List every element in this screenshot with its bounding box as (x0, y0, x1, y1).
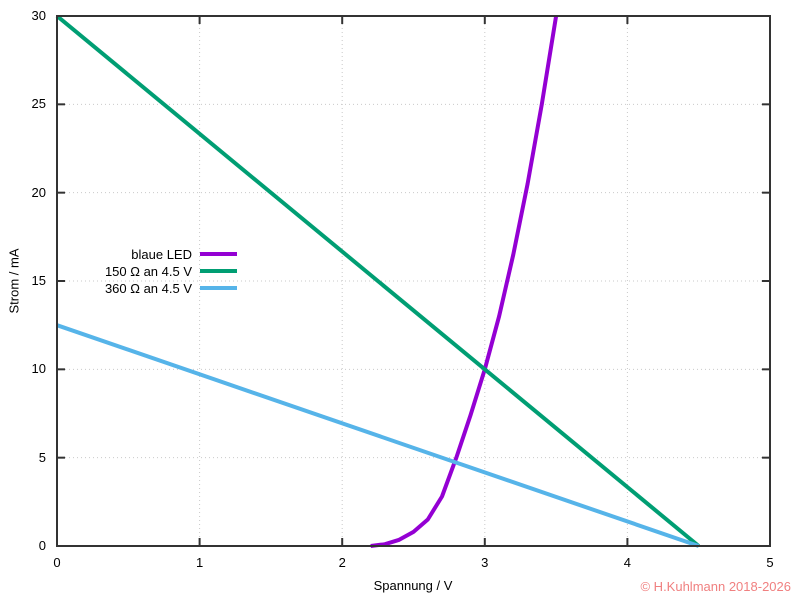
x-tick-label: 3 (481, 555, 489, 570)
x-tick-label: 1 (195, 555, 204, 570)
x-axis-label: Spannung / V (373, 578, 453, 593)
x-tick-label: 0 (53, 555, 61, 570)
y-tick-label: 5 (38, 449, 46, 465)
y-tick-label: 15 (31, 273, 46, 288)
legend: blaue LED 150 Ω an 4.5 V 360 Ω an 4.5 V (56, 246, 237, 297)
copyright: © H.Kuhlmann 2018-2026 (640, 579, 791, 594)
legend-item-150-ohm: 150 Ω an 4.5 V (56, 263, 237, 279)
x-tick-label: 2 (338, 555, 346, 570)
y-tick-label: 20 (31, 184, 46, 200)
legend-item-360-ohm: 360 Ω an 4.5 V (56, 280, 237, 296)
legend-label: 150 Ω an 4.5 V (104, 263, 192, 279)
legend-line-sample (200, 269, 237, 273)
y-tick-label: 10 (31, 361, 46, 377)
legend-label: 360 Ω an 4.5 V (104, 280, 192, 296)
legend-line-sample (200, 252, 237, 256)
legend-item-blaue-led: blaue LED (56, 246, 237, 262)
x-tick-label: 4 (623, 555, 631, 570)
y-tick-label: 30 (31, 8, 46, 23)
legend-line-sample (200, 286, 237, 290)
y-tick-label: 25 (31, 96, 46, 112)
y-tick-label: 0 (38, 538, 46, 553)
x-tick-label: 5 (766, 555, 774, 570)
legend-label: blaue LED (131, 246, 192, 262)
